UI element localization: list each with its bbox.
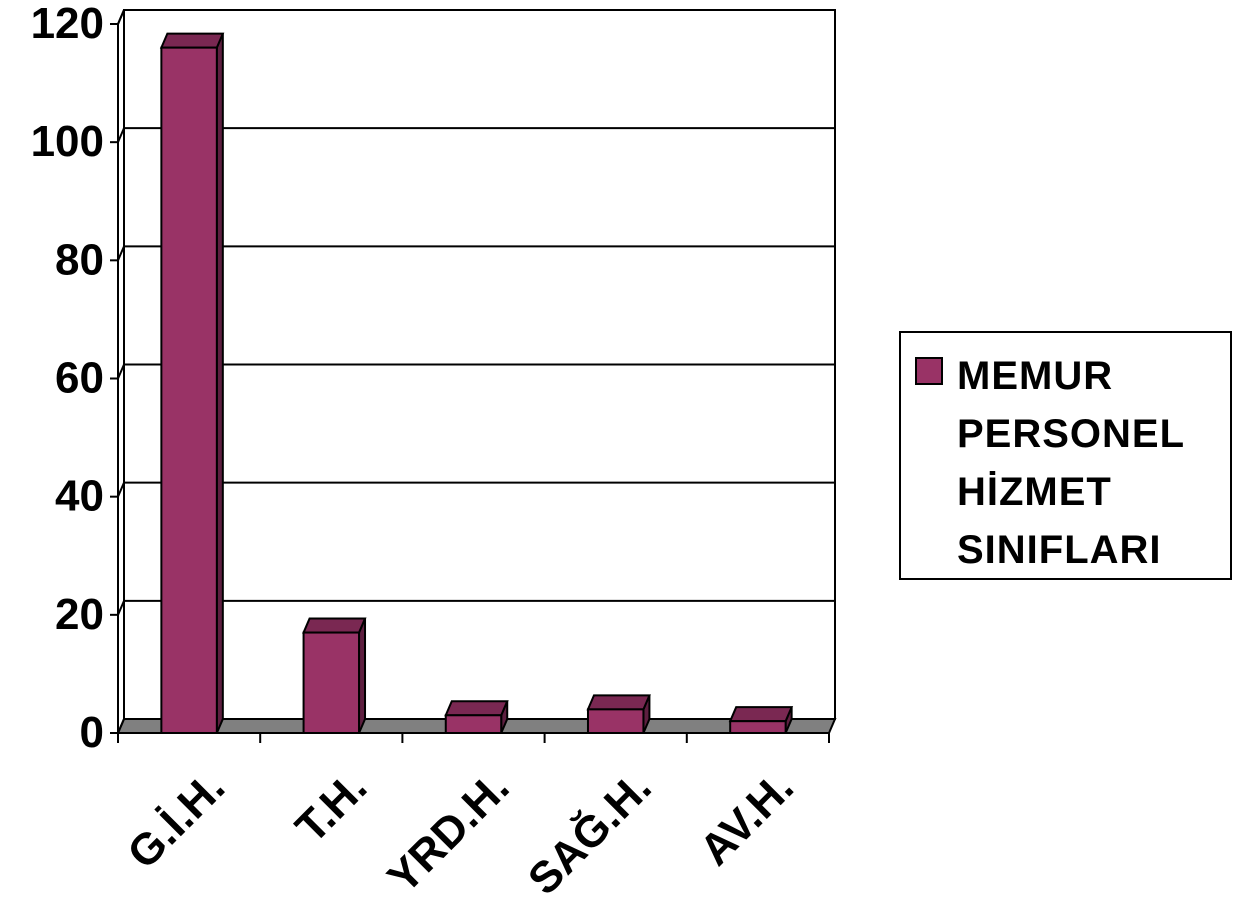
bar-top	[302, 617, 367, 634]
bar	[728, 706, 794, 735]
y-axis-top	[117, 9, 125, 25]
bar-front	[586, 708, 645, 734]
bar-front	[302, 631, 361, 735]
y-tick-label: 0	[80, 708, 104, 757]
bar	[444, 700, 509, 735]
bar	[159, 32, 225, 734]
bar	[586, 694, 651, 734]
gridlines	[116, 9, 837, 734]
x-tick-label: SAĞ.H.	[518, 762, 661, 905]
legend-swatch	[915, 357, 943, 385]
x-tick-label: AV.H.	[691, 762, 803, 874]
legend-label: MEMUR PERSONEL HİZMET SINIFLARI	[957, 354, 1185, 572]
bar-front	[729, 720, 787, 735]
x-tick-label: YRD.H.	[378, 762, 518, 902]
bar-front	[444, 714, 503, 735]
x-tick-label: G.İ.H.	[118, 762, 234, 878]
bar-top	[728, 706, 794, 723]
y-tick-label: 100	[31, 117, 104, 166]
bars	[159, 32, 794, 735]
x-tick-label: T.H.	[286, 762, 376, 852]
bar-front	[160, 46, 218, 734]
bar	[302, 617, 367, 735]
y-tick-label: 120	[31, 0, 104, 48]
bar-top	[444, 700, 509, 717]
bar-top	[159, 32, 225, 49]
y-tick-label: 60	[55, 354, 104, 403]
legend: MEMUR PERSONEL HİZMET SINIFLARI	[899, 331, 1232, 580]
y-tick-label: 40	[55, 472, 104, 521]
y-tick-label: 20	[55, 590, 104, 639]
bar-top	[586, 694, 651, 711]
y-tick-label: 80	[55, 235, 104, 284]
